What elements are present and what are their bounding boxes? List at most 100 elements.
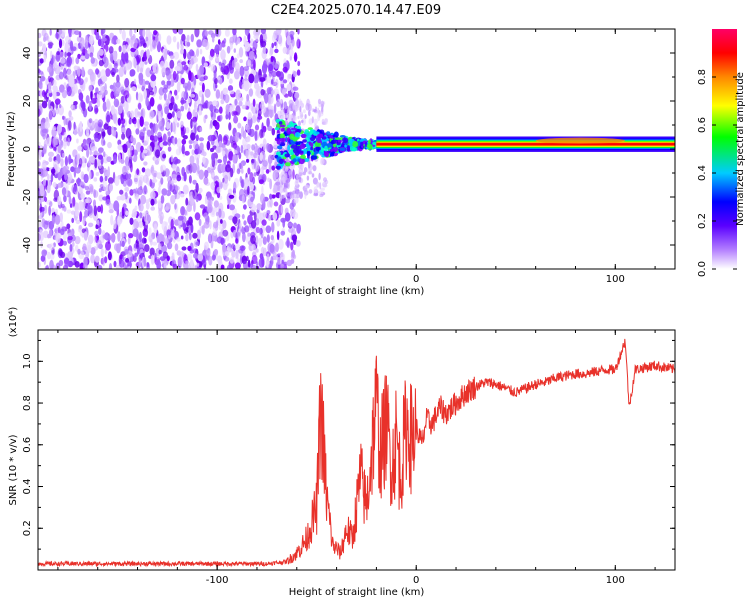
noise-cell xyxy=(102,151,106,158)
noise-cell xyxy=(265,225,272,234)
noise-cell xyxy=(169,54,175,60)
burst-cell xyxy=(336,142,341,146)
noise-cell xyxy=(39,58,44,64)
noise-cell xyxy=(128,233,134,239)
noise-cell xyxy=(146,262,150,268)
noise-cell xyxy=(270,55,274,63)
noise-cell xyxy=(171,252,175,261)
noise-cell xyxy=(271,194,276,199)
noise-cell xyxy=(161,221,168,232)
colorbar-tick-label: 0.4 xyxy=(697,165,708,181)
noise-cell xyxy=(137,187,144,195)
noise-cell xyxy=(102,167,107,173)
noise-cell xyxy=(52,89,57,100)
noise-cell xyxy=(254,82,260,90)
noise-cell xyxy=(223,38,227,44)
snr-xtick-label: 100 xyxy=(606,575,625,586)
noise-cell xyxy=(251,115,257,124)
noise-cell xyxy=(149,247,155,257)
noise-cell xyxy=(140,109,144,119)
noise-cell xyxy=(89,149,92,156)
noise-cell xyxy=(180,120,184,128)
noise-cell xyxy=(237,37,241,44)
noise-cell xyxy=(198,137,204,142)
noise-cell xyxy=(213,200,219,208)
noise-cell xyxy=(247,232,251,237)
noise-cell xyxy=(47,66,52,73)
noise-cell xyxy=(185,260,189,265)
noise-cell xyxy=(296,69,301,76)
noise-cell xyxy=(271,221,275,233)
noise-cell xyxy=(226,45,231,54)
noise-cell xyxy=(210,181,216,191)
burst-cell xyxy=(346,145,350,152)
noise-cell xyxy=(164,106,170,115)
burst-cell xyxy=(289,133,295,140)
noise-cell xyxy=(189,144,192,149)
burst-cell xyxy=(339,147,346,152)
colorbar: 0.0 0.2 0.4 0.6 0.8 Normalized spectral ampl… xyxy=(697,29,746,277)
burst-cell xyxy=(280,128,285,132)
noise-cell xyxy=(287,73,290,82)
noise-cell xyxy=(171,179,175,186)
noise-cell xyxy=(133,78,137,85)
noise-cell xyxy=(72,159,78,168)
noise-cell xyxy=(171,137,176,145)
noise-cell xyxy=(246,158,250,163)
noise-cell xyxy=(235,238,239,244)
noise-cell xyxy=(116,38,121,45)
noise-cell xyxy=(75,167,81,174)
noise-cell xyxy=(142,127,146,132)
noise-cell xyxy=(232,29,237,36)
colorbar-tick-label: 0.8 xyxy=(697,69,708,85)
noise-cell xyxy=(116,74,120,83)
noise-cell xyxy=(242,179,249,190)
noise-cell xyxy=(146,129,152,137)
noise-cell xyxy=(191,149,195,156)
burst-cell xyxy=(278,121,283,125)
noise-cell xyxy=(129,69,136,77)
noise-cell xyxy=(174,243,179,252)
noise-cell xyxy=(231,141,234,148)
noise-cell xyxy=(176,62,183,72)
noise-cell xyxy=(255,235,259,246)
noise-cell xyxy=(242,260,248,269)
colorbar-tick-label: 0.0 xyxy=(697,261,708,277)
noise-cell xyxy=(319,157,325,166)
burst-cell xyxy=(292,148,299,154)
noise-cell xyxy=(243,66,250,71)
noise-cell xyxy=(264,93,269,104)
noise-cell xyxy=(174,89,178,96)
noise-cell xyxy=(167,146,172,152)
noise-cell xyxy=(286,109,289,114)
noise-cell xyxy=(203,212,208,219)
noise-cell xyxy=(148,227,152,237)
noise-cell xyxy=(43,54,47,63)
noise-cell xyxy=(42,169,48,177)
noise-cell xyxy=(113,68,119,73)
noise-cell xyxy=(294,190,300,195)
noise-cell xyxy=(196,262,200,267)
spectrogram-ytick-label: 20 xyxy=(22,95,33,108)
noise-cell xyxy=(139,129,146,137)
noise-cell xyxy=(191,162,198,174)
noise-cell xyxy=(142,29,146,38)
noise-cell xyxy=(104,175,108,182)
noise-cell xyxy=(150,206,155,211)
noise-cell xyxy=(150,74,157,82)
noise-cell xyxy=(110,91,115,99)
noise-cell xyxy=(91,29,95,35)
noise-cell xyxy=(274,41,277,47)
noise-cell xyxy=(290,241,294,251)
noise-cell xyxy=(92,72,97,82)
noise-cell xyxy=(259,77,266,82)
noise-cell xyxy=(165,99,169,106)
noise-cell xyxy=(225,164,231,173)
spectrogram-ticks: -100 0 100 -40 -20 0 20 40 xyxy=(22,28,675,285)
noise-cell xyxy=(275,78,279,89)
noise-cell xyxy=(109,84,114,90)
noise-cell xyxy=(67,235,73,241)
noise-cell xyxy=(58,71,64,80)
noise-cell xyxy=(38,108,41,117)
burst-cell xyxy=(279,137,287,143)
